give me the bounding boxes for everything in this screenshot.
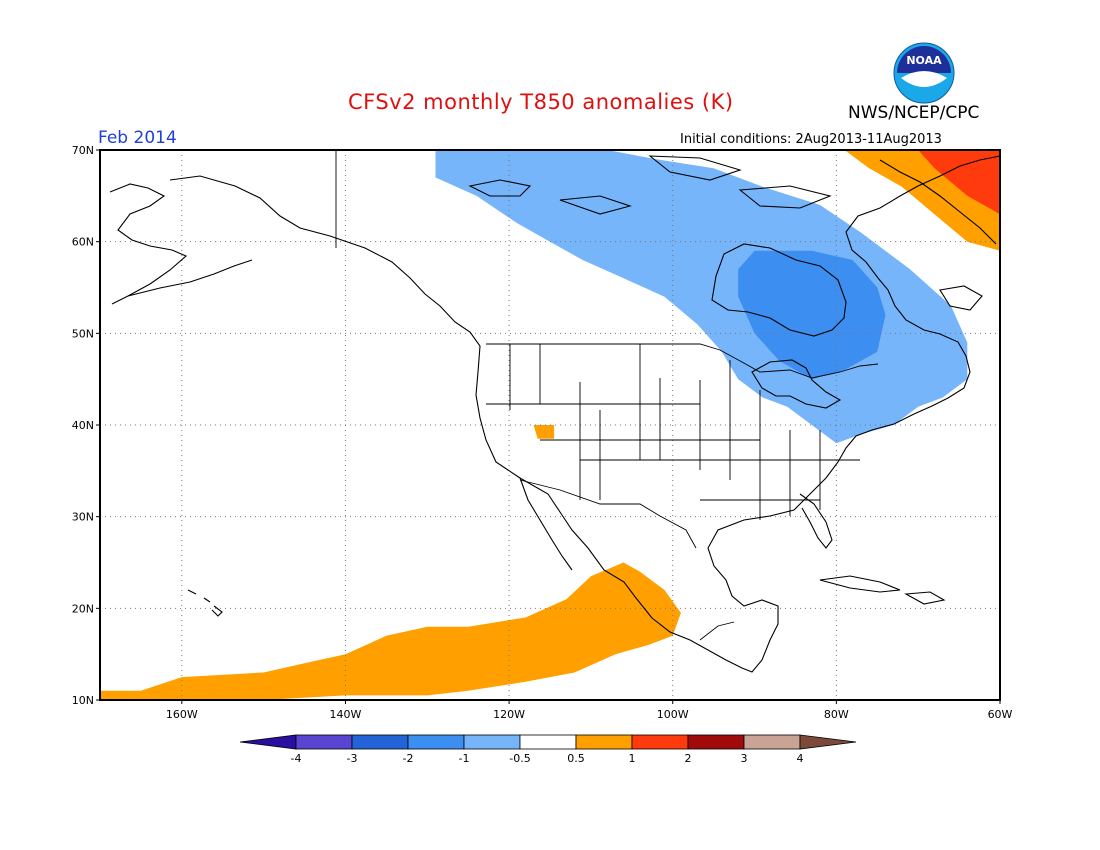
lat-tick-label: 20N	[72, 602, 94, 615]
colorbar-label: -0.5	[509, 752, 530, 765]
us-state-lines	[486, 344, 860, 520]
baja-california	[519, 477, 573, 571]
coastline-north-america	[169, 155, 1000, 673]
colorbar-low-end	[239, 734, 297, 750]
longitude-tick-labels: 160W 140W 120W 100W 80W 60W	[166, 700, 1013, 721]
political-borders	[335, 150, 879, 641]
cuba	[819, 575, 901, 593]
anomaly-region-5	[918, 150, 1000, 215]
colorbar-label: -4	[291, 752, 302, 765]
colorbar-label: 1	[629, 752, 636, 765]
lat-tick-label: 40N	[72, 419, 94, 432]
colorbar-bin	[743, 734, 801, 750]
lon-tick-label: 80W	[824, 708, 849, 721]
lon-tick-label: 60W	[988, 708, 1013, 721]
colorbar-label: 3	[741, 752, 748, 765]
colorbar-label: -1	[459, 752, 470, 765]
us-mexico-border	[519, 479, 697, 549]
colorbar-bin	[519, 734, 577, 750]
colorbar-bin	[463, 734, 521, 750]
colorbar-bin	[631, 734, 689, 750]
anomaly-region-1	[738, 250, 886, 380]
noaa-logo-text: NOAA	[906, 54, 942, 67]
anomaly-shading	[100, 150, 1000, 700]
anomaly-region-3	[533, 425, 555, 439]
colorbar-bin	[687, 734, 745, 750]
us-canada-border	[486, 343, 879, 379]
florida	[799, 493, 833, 549]
great-lakes	[751, 359, 842, 409]
noaa-logo-icon: NOAA	[893, 42, 955, 104]
colorbar-bin	[351, 734, 409, 750]
initial-conditions: Initial conditions: 2Aug2013-11Aug2013	[680, 132, 942, 147]
lon-tick-label: 140W	[330, 708, 362, 721]
colorbar-label: -2	[403, 752, 414, 765]
hudson-bay	[711, 243, 847, 337]
colorbar-label: 2	[685, 752, 692, 765]
coastline-alaska-west	[109, 183, 188, 305]
hispaniola	[904, 591, 946, 605]
lat-tick-label: 70N	[72, 144, 94, 157]
colorbar: -4 -3 -2 -1 -0.5 0.5 1 2 3 4	[239, 734, 857, 765]
coastlines	[109, 155, 1000, 673]
anomaly-region-0	[435, 150, 968, 444]
latitude-tick-labels: 70N 60N 50N 40N 30N 20N 10N	[72, 144, 100, 707]
agency-label: NWS/NCEP/CPC	[848, 103, 980, 123]
colorbar-high-end	[799, 734, 857, 750]
hawaii	[187, 589, 223, 617]
anomaly-region-2	[100, 562, 681, 700]
map-title: CFSv2 monthly T850 anomalies (K)	[348, 90, 734, 114]
greenland-coast	[879, 159, 997, 245]
lon-tick-label: 120W	[493, 708, 525, 721]
aleutians	[127, 259, 253, 297]
arctic-islands	[468, 155, 832, 215]
mexico-central-america-border	[699, 621, 735, 641]
forecast-period: Feb 2014	[98, 128, 177, 148]
colorbar-label: -3	[347, 752, 358, 765]
colorbar-label: 0.5	[567, 752, 585, 765]
colorbar-bin	[407, 734, 465, 750]
gridlines	[100, 150, 1000, 700]
lon-tick-label: 160W	[166, 708, 198, 721]
colorbar-label: 4	[797, 752, 804, 765]
newfoundland	[939, 285, 983, 311]
lat-tick-label: 60N	[72, 236, 94, 249]
colorbar-bin	[575, 734, 633, 750]
lat-tick-label: 10N	[72, 694, 94, 707]
lat-tick-label: 30N	[72, 511, 94, 524]
colorbar-bin	[295, 734, 353, 750]
lat-tick-label: 50N	[72, 327, 94, 340]
lon-tick-label: 100W	[657, 708, 689, 721]
